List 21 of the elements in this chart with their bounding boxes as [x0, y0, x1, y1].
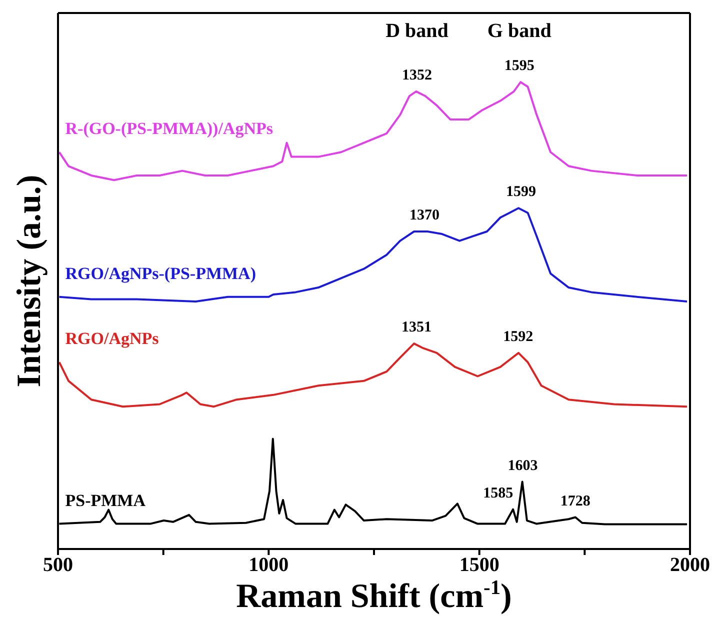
- annotation: 1351: [402, 320, 432, 336]
- text: G band: [487, 20, 552, 42]
- series-label: R-(GO-(PS-PMMA))/AgNPs: [65, 119, 274, 138]
- annotation: 1585: [483, 485, 514, 502]
- annotation: 1352: [402, 67, 432, 84]
- annotation: 1599: [506, 184, 536, 200]
- text: D band: [386, 20, 448, 42]
- series-label: PS-PMMA: [65, 490, 146, 510]
- annotation: 1370: [410, 208, 440, 224]
- annotation: 1728: [560, 493, 590, 510]
- x-axis-title: Raman Shift (cm$^{-1}$): [236, 577, 512, 615]
- annotation: 1592: [503, 328, 534, 345]
- series-label: RGO/AgNPs: [65, 329, 160, 348]
- y-axis-title: Intensity (a.u.): [10, 174, 48, 388]
- x-tick-label: 1500: [459, 554, 500, 576]
- x-tick-label: 1000: [248, 554, 289, 576]
- annotation: 1595: [504, 58, 534, 74]
- x-tick-label: 2000: [670, 554, 710, 576]
- x-tick-label: 500: [43, 554, 73, 576]
- series-label: RGO/AgNPs-(PS-PMMA): [65, 264, 256, 283]
- annotation: 1603: [508, 458, 538, 474]
